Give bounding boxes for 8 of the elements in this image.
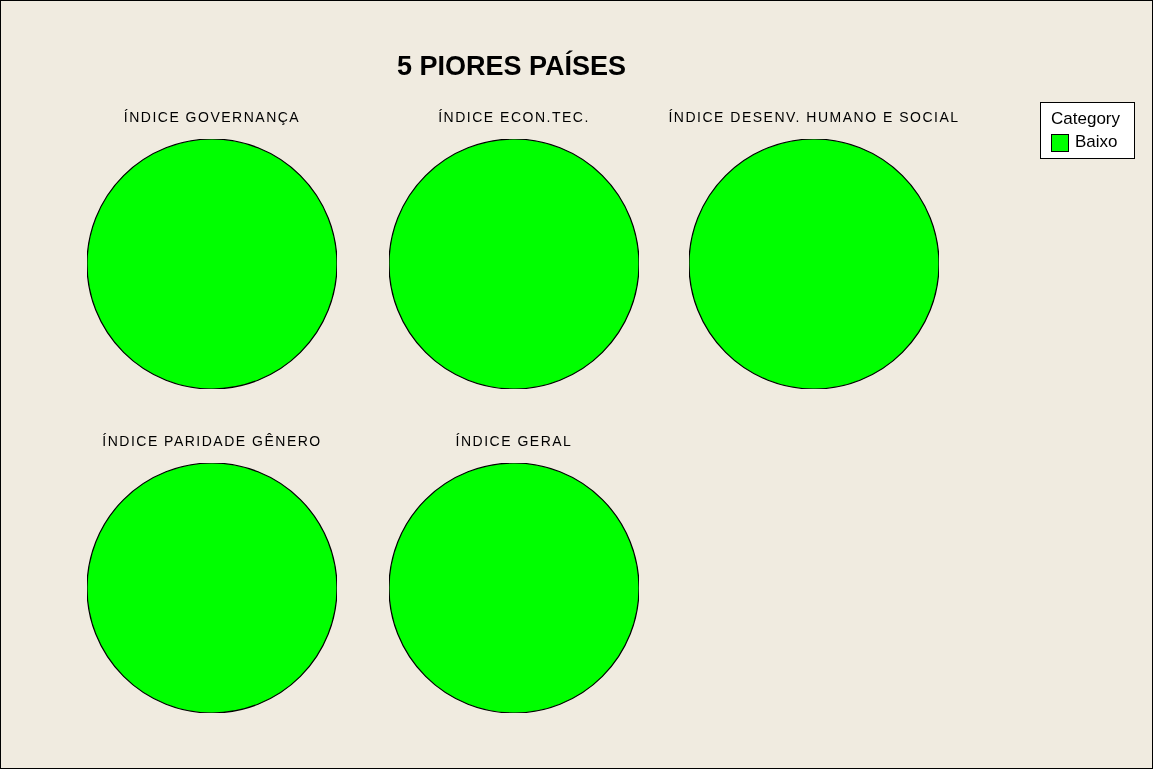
legend-label: Baixo xyxy=(1075,132,1118,151)
legend-title: Category xyxy=(1051,109,1120,129)
text: ÍNDICE DESENV. HUMANO E SOCIAL xyxy=(667,109,961,125)
chart-title: ÍNDICE PARIDADE GÊNERO xyxy=(101,433,323,449)
text: 5 PIORES PAÍSES xyxy=(395,51,628,82)
chart-title: ÍNDICE GERAL xyxy=(454,433,574,449)
chart-title: ÍNDICE ECON.TEC. xyxy=(438,109,590,125)
chart-title: ÍNDICE GOVERNANÇA xyxy=(122,109,302,125)
